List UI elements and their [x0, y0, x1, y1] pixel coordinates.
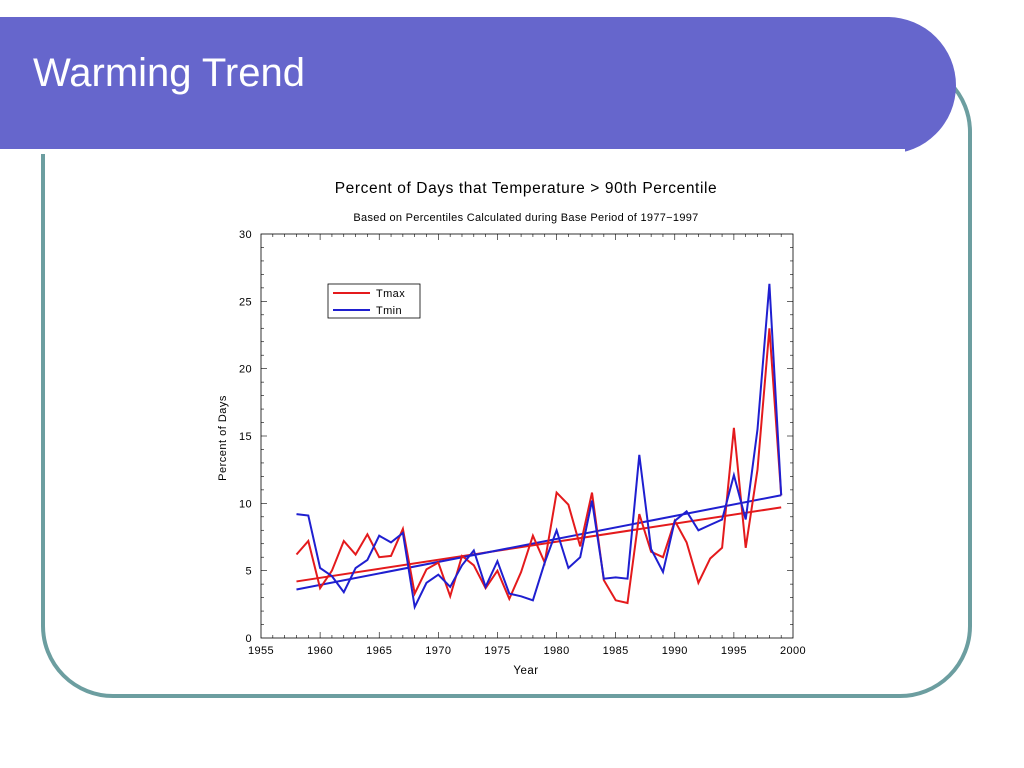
y-tick-label: 0	[245, 633, 252, 645]
x-tick-label: 1965	[366, 645, 392, 657]
chart: Percent of Days that Temperature > 90th …	[217, 180, 806, 677]
trendline-tmin	[296, 494, 782, 591]
y-tick-label: 10	[239, 498, 252, 510]
plot-area: 1955 1960 1965 1970 1975 1980 1985 1990 1995 2000…	[239, 229, 806, 657]
legend-label-tmin: Tmin	[376, 305, 402, 317]
series-line-tmin	[296, 283, 783, 611]
title-underline	[0, 149, 905, 154]
trendline-tmax	[296, 506, 782, 583]
x-axis-label: Year	[513, 665, 538, 677]
y-tick-label: 30	[239, 229, 252, 241]
x-tick-label: 1990	[662, 645, 688, 657]
y-axis-label: Percent of Days	[217, 395, 229, 481]
x-tick-label: 1955	[248, 645, 274, 657]
y-tick-label: 20	[239, 364, 252, 376]
y-tick-label: 5	[245, 566, 252, 578]
x-tick-label: 1975	[484, 645, 510, 657]
x-tick-label: 1980	[544, 645, 570, 657]
x-tick-label: 1970	[425, 645, 451, 657]
series-line-tmax	[295, 328, 783, 605]
slide-title: Warming Trend	[33, 51, 305, 95]
y-tick-label: 15	[239, 431, 252, 443]
title-banner: Warming Trend	[0, 17, 956, 154]
y-tick-label: 25	[239, 296, 252, 308]
x-tick-label: 1960	[307, 645, 333, 657]
legend-label-tmax: Tmax	[376, 288, 405, 300]
legend-box	[327, 283, 421, 319]
chart-subtitle: Based on Percentiles Calculated during B…	[353, 212, 698, 224]
x-tick-label: 1995	[721, 645, 747, 657]
legend: Tmax Tmin	[327, 283, 421, 319]
x-tick-label: 2000	[780, 645, 806, 657]
x-tick-label: 1985	[603, 645, 629, 657]
chart-title: Percent of Days that Temperature > 90th …	[335, 180, 718, 197]
